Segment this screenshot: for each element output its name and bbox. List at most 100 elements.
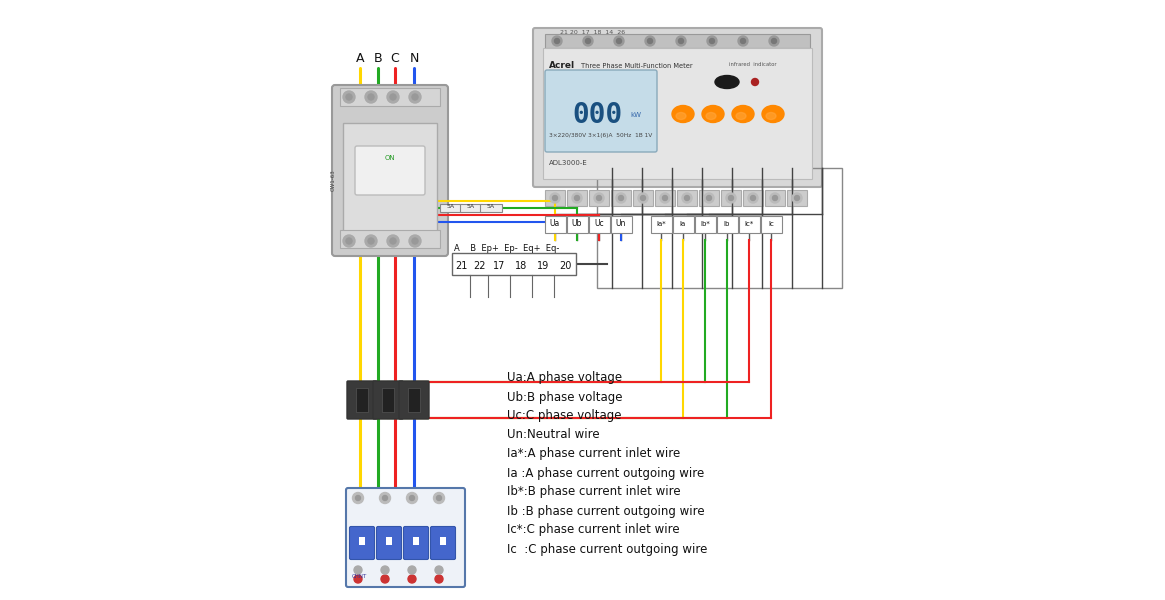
FancyBboxPatch shape bbox=[716, 215, 737, 232]
Circle shape bbox=[346, 94, 352, 100]
Circle shape bbox=[408, 566, 416, 574]
Text: Ic*: Ic* bbox=[744, 221, 754, 227]
Circle shape bbox=[663, 196, 668, 200]
Circle shape bbox=[645, 36, 655, 46]
Circle shape bbox=[750, 196, 755, 200]
Circle shape bbox=[555, 38, 559, 43]
Circle shape bbox=[676, 36, 686, 46]
Circle shape bbox=[435, 575, 443, 583]
Bar bbox=[610, 190, 631, 206]
Bar bbox=[382, 388, 394, 412]
FancyBboxPatch shape bbox=[403, 527, 429, 559]
Circle shape bbox=[435, 566, 443, 574]
FancyBboxPatch shape bbox=[739, 215, 760, 232]
Circle shape bbox=[619, 196, 623, 200]
Circle shape bbox=[381, 566, 389, 574]
Circle shape bbox=[550, 193, 560, 203]
Circle shape bbox=[661, 193, 670, 203]
Circle shape bbox=[382, 496, 388, 500]
Text: A    B  Ep+  Ep-  Eq+  Eq-: A B Ep+ Ep- Eq+ Eq- bbox=[454, 244, 559, 253]
Ellipse shape bbox=[672, 106, 694, 122]
Bar bbox=[589, 190, 609, 206]
Circle shape bbox=[741, 38, 746, 43]
FancyBboxPatch shape bbox=[346, 488, 465, 587]
Text: Un:Neutral wire: Un:Neutral wire bbox=[507, 428, 600, 442]
Text: Un: Un bbox=[616, 220, 627, 229]
FancyBboxPatch shape bbox=[761, 215, 782, 232]
Circle shape bbox=[387, 91, 398, 103]
Text: Ib*: Ib* bbox=[700, 221, 709, 227]
Circle shape bbox=[409, 91, 421, 103]
Text: 5A: 5A bbox=[447, 204, 456, 209]
Text: Uc:C phase voltage: Uc:C phase voltage bbox=[507, 409, 621, 422]
Circle shape bbox=[354, 566, 362, 574]
Bar bbox=[386, 537, 391, 545]
Bar bbox=[655, 190, 675, 206]
Circle shape bbox=[726, 193, 736, 203]
Circle shape bbox=[346, 238, 352, 244]
Bar bbox=[699, 190, 719, 206]
Bar bbox=[343, 123, 437, 233]
Ellipse shape bbox=[706, 113, 716, 119]
FancyBboxPatch shape bbox=[350, 527, 374, 559]
Circle shape bbox=[641, 196, 645, 200]
FancyBboxPatch shape bbox=[376, 527, 402, 559]
Text: C: C bbox=[390, 52, 400, 65]
Text: Ib :B phase current outgoing wire: Ib :B phase current outgoing wire bbox=[507, 505, 705, 517]
Bar bbox=[408, 388, 421, 412]
Text: Ia*:A phase current inlet wire: Ia*:A phase current inlet wire bbox=[507, 448, 680, 461]
Circle shape bbox=[410, 496, 415, 500]
Text: 22: 22 bbox=[473, 261, 486, 271]
FancyBboxPatch shape bbox=[694, 215, 715, 232]
Circle shape bbox=[365, 235, 377, 247]
Text: Ua:A phase voltage: Ua:A phase voltage bbox=[507, 371, 622, 385]
Circle shape bbox=[572, 193, 582, 203]
Circle shape bbox=[433, 493, 445, 503]
Circle shape bbox=[748, 193, 758, 203]
Circle shape bbox=[709, 38, 714, 43]
Text: 19: 19 bbox=[537, 261, 549, 271]
Circle shape bbox=[751, 79, 758, 85]
Text: A: A bbox=[355, 52, 365, 65]
Ellipse shape bbox=[736, 113, 746, 119]
Text: 21: 21 bbox=[454, 261, 467, 271]
Circle shape bbox=[638, 193, 648, 203]
Bar bbox=[440, 204, 463, 212]
Circle shape bbox=[574, 196, 579, 200]
Bar bbox=[340, 230, 440, 248]
Bar bbox=[340, 88, 440, 106]
Circle shape bbox=[616, 38, 621, 43]
Text: CW1-63: CW1-63 bbox=[331, 169, 336, 191]
Circle shape bbox=[685, 196, 690, 200]
Text: Three Phase Multi-Function Meter: Three Phase Multi-Function Meter bbox=[581, 63, 693, 69]
FancyBboxPatch shape bbox=[332, 85, 449, 256]
Circle shape bbox=[409, 235, 421, 247]
Circle shape bbox=[772, 196, 777, 200]
Circle shape bbox=[368, 94, 374, 100]
Text: B: B bbox=[374, 52, 382, 65]
Bar bbox=[743, 190, 763, 206]
Circle shape bbox=[682, 193, 692, 203]
FancyBboxPatch shape bbox=[588, 215, 609, 232]
Circle shape bbox=[586, 38, 591, 43]
Bar bbox=[460, 204, 482, 212]
Text: kW: kW bbox=[630, 112, 641, 118]
Bar bbox=[596, 168, 842, 288]
Circle shape bbox=[387, 235, 398, 247]
Circle shape bbox=[390, 238, 396, 244]
Circle shape bbox=[381, 575, 389, 583]
Circle shape bbox=[354, 575, 362, 583]
Bar bbox=[452, 253, 576, 275]
Circle shape bbox=[704, 193, 714, 203]
Bar bbox=[543, 48, 812, 179]
Text: Ia :A phase current outgoing wire: Ia :A phase current outgoing wire bbox=[507, 467, 705, 479]
Circle shape bbox=[771, 38, 777, 43]
Circle shape bbox=[552, 196, 558, 200]
Circle shape bbox=[706, 196, 712, 200]
Circle shape bbox=[728, 196, 734, 200]
Text: 3×220/380V 3×1(6)A  50Hz  1B 1V: 3×220/380V 3×1(6)A 50Hz 1B 1V bbox=[549, 133, 652, 138]
Circle shape bbox=[412, 94, 418, 100]
FancyBboxPatch shape bbox=[534, 28, 822, 187]
Circle shape bbox=[737, 36, 748, 46]
Bar bbox=[480, 204, 502, 212]
